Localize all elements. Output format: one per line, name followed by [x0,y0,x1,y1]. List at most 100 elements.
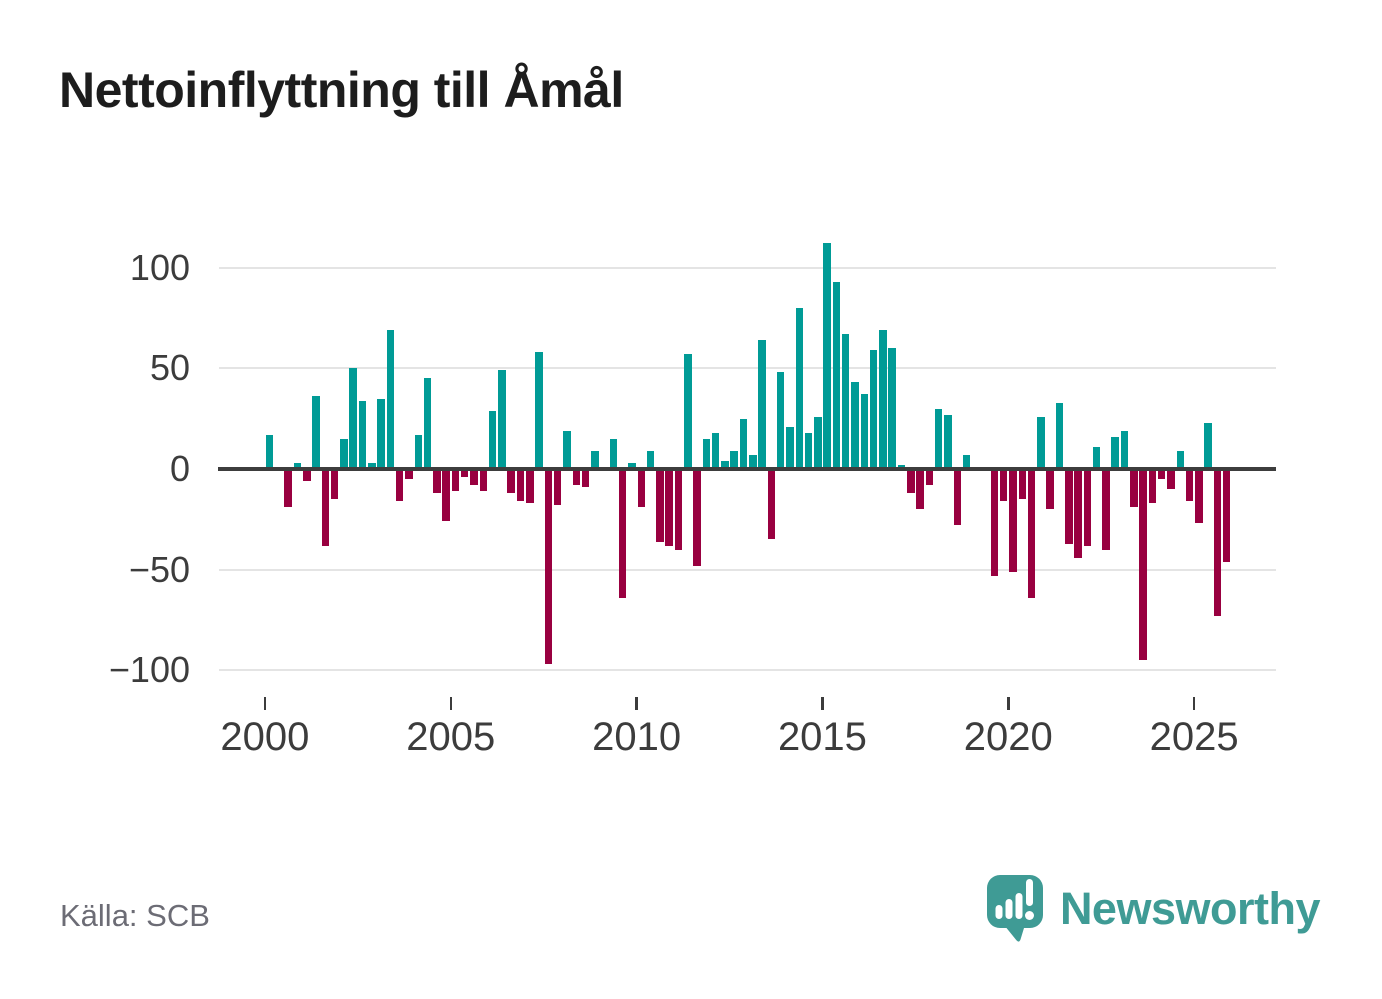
bar-2018Q3 [953,469,961,526]
x-tick-mark [1007,697,1010,710]
bar-2024Q4 [1185,469,1194,502]
bar-2004Q3 [433,469,441,494]
bar-2003Q2 [386,330,395,469]
bar-2025Q4 [1222,469,1231,562]
bar-2014Q3 [804,432,813,469]
bar-2007Q2 [535,352,543,469]
bar-2015Q1 [823,243,831,469]
bar-2016Q4 [888,348,896,469]
bar-2021Q4 [1074,469,1082,558]
y-axis-label: 100 [129,246,190,288]
bar-2003Q4 [405,469,413,480]
bar-2004Q1 [414,434,423,469]
zero-axis-line [218,467,1276,471]
bar-2009Q2 [609,438,618,469]
x-tick-mark [263,697,267,710]
bar-2017Q4 [925,469,934,486]
bar-2012Q1 [711,432,720,469]
bar-2022Q4 [1111,436,1119,469]
bar-2024Q3 [1176,450,1185,469]
bar-2003Q1 [377,398,385,469]
bar-2016Q3 [879,330,887,469]
bar-2006Q3 [507,469,515,494]
bar-2011Q1 [674,469,683,550]
bar-2025Q3 [1213,469,1222,617]
bar-2002Q3 [358,400,367,469]
bar-2012Q3 [730,450,738,469]
y-axis-label: 50 [149,347,190,389]
bar-2002Q2 [349,368,357,469]
x-axis-label: 2020 [963,715,1053,759]
bar-2005Q1 [451,469,460,492]
bar-2013Q2 [758,340,766,469]
bar-2007Q3 [544,469,553,665]
bar-2011Q3 [693,469,701,566]
bar-2015Q4 [851,382,859,469]
gridline [219,568,1276,571]
bar-2018Q2 [944,414,952,469]
bar-2013Q1 [749,454,757,469]
bar-2023Q2 [1130,469,1138,508]
gridline [219,669,1276,672]
bar-2025Q2 [1204,422,1212,469]
x-tick-mark [449,697,452,710]
y-axis-label: 0 [169,448,190,489]
bar-2008Q4 [591,450,599,469]
bar-2008Q2 [572,469,580,486]
bar-2016Q2 [869,350,878,469]
bar-2011Q4 [702,438,711,469]
newsworthy-logo-text: Newsworthy [1059,883,1321,934]
y-axis-label: −100 [108,649,190,691]
bar-2004Q4 [442,469,450,522]
bar-2017Q3 [916,469,924,510]
bar-2017Q2 [907,469,915,494]
bar-2020Q4 [1037,416,1045,469]
bar-2025Q1 [1195,469,1203,524]
bar-2010Q1 [637,469,646,508]
bar-2013Q4 [776,372,785,469]
bar-2007Q1 [526,469,534,504]
y-axis-label: −50 [128,548,190,590]
bar-2002Q4 [368,462,376,469]
bar-2012Q4 [739,418,748,469]
bar-2008Q1 [563,430,571,469]
gridline [219,266,1276,269]
x-axis-label: 2015 [777,715,867,759]
bar-2022Q1 [1083,469,1092,546]
bar-2000Q1 [265,434,274,469]
bar-2021Q2 [1055,402,1064,469]
bar-2002Q1 [340,438,348,469]
bar-2007Q4 [553,469,562,506]
bar-2024Q1 [1157,469,1166,480]
bar-2024Q2 [1167,469,1175,490]
bar-2018Q4 [962,454,971,469]
x-tick-mark [821,697,824,710]
bar-2001Q3 [321,469,330,546]
bar-2004Q2 [423,378,432,469]
bar-2022Q2 [1092,446,1101,469]
bar-2006Q2 [498,370,506,469]
x-tick-mark [1192,697,1196,710]
bar-2010Q2 [646,450,655,469]
bar-2019Q3 [990,469,999,576]
bar-2006Q4 [516,469,525,502]
bar-2010Q3 [656,469,664,542]
bar-2020Q2 [1018,469,1027,500]
newsworthy-logo: Newsworthy [986,874,1321,944]
source-caption: Källa: SCB [60,898,210,933]
bar-2014Q4 [814,416,822,469]
chart-title: Nettoinflyttning till Åmål [59,62,624,118]
bar-2009Q3 [618,469,627,598]
bar-2000Q4 [293,462,302,469]
bar-2010Q4 [665,469,673,546]
bar-2023Q3 [1139,469,1147,661]
bar-2012Q2 [721,460,729,469]
bar-2001Q1 [303,469,311,482]
bar-2014Q1 [786,426,794,469]
bar-2000Q3 [284,469,292,508]
bar-2011Q2 [684,354,692,469]
bar-2005Q3 [470,469,478,486]
bar-2003Q3 [395,469,404,502]
